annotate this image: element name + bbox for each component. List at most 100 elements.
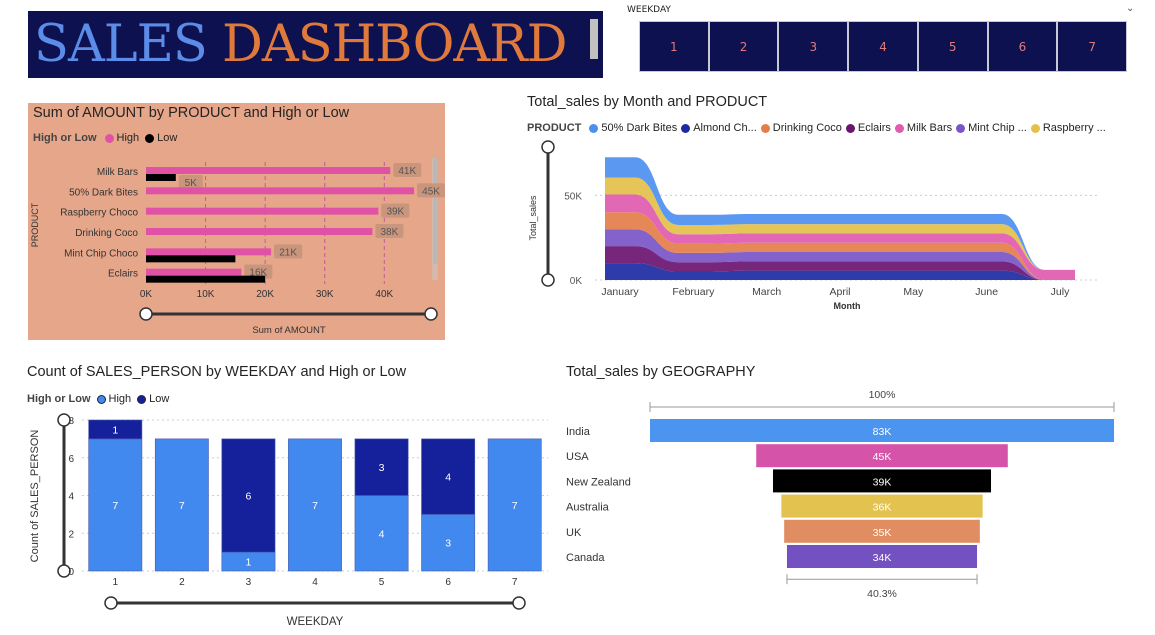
legend-item[interactable]: 50% Dark Bites: [589, 122, 677, 134]
dashboard-title: SALES DASHBOARD: [34, 15, 568, 75]
legend-label: Raspberry ...: [1042, 122, 1106, 134]
funnel-category-label: USA: [566, 451, 589, 463]
chevron-down-icon[interactable]: ⌄: [1126, 3, 1135, 14]
funnel-data-label: 83K: [873, 426, 892, 438]
zoom-slider-end-handle[interactable]: [424, 307, 438, 321]
funnel-category-label: India: [566, 426, 591, 438]
y-axis-label: Total_sales: [528, 195, 538, 241]
funnel-bar[interactable]: [650, 419, 1114, 442]
y-zoom-slider-bottom-handle[interactable]: [541, 273, 555, 287]
legend-swatch: [589, 123, 599, 133]
data-label-bg: [274, 244, 303, 259]
x-zoom-slider-start-handle[interactable]: [104, 596, 118, 610]
legend-item-low[interactable]: Low: [137, 393, 169, 405]
legend-swatch: [104, 133, 114, 143]
title-part-dashboard: DASHBOARD: [222, 15, 567, 74]
column-segment[interactable]: [88, 438, 143, 572]
category-label: 50% Dark Bites: [69, 187, 138, 198]
bar-high[interactable]: [146, 268, 242, 276]
weekday-chart-title: Count of SALES_PERSON by WEEKDAY and Hig…: [27, 364, 407, 380]
y-tick-label: 0K: [570, 276, 583, 287]
x-tick-label: 6: [445, 577, 451, 588]
funnel-category-label: Canada: [566, 552, 605, 564]
weekday-option-2[interactable]: 2: [708, 21, 779, 72]
data-label: 39K: [386, 207, 404, 218]
legend-label: Mint Chip ...: [968, 122, 1027, 134]
data-label: 4: [445, 472, 451, 484]
column-segment[interactable]: [354, 495, 409, 572]
bar-high[interactable]: [146, 228, 373, 235]
y-tick-label: 0: [68, 567, 74, 578]
product-amount-panel: [28, 103, 445, 340]
weekday-option-6[interactable]: 6: [987, 21, 1058, 72]
legend-item-high[interactable]: High: [104, 132, 139, 144]
legend-label: Eclairs: [857, 122, 891, 134]
funnel-bar[interactable]: [784, 519, 980, 543]
bar-high[interactable]: [146, 248, 272, 256]
column-segment[interactable]: [154, 438, 209, 572]
legend-item[interactable]: Drinking Coco: [760, 122, 842, 134]
weekday-option-1[interactable]: 1: [639, 21, 709, 72]
column-segment[interactable]: [221, 438, 276, 553]
x-zoom-slider-end-handle[interactable]: [512, 596, 526, 610]
legend-label: Milk Bars: [906, 122, 953, 134]
column-segment[interactable]: [288, 438, 342, 572]
weekday-slicer-title: WEEKDAY: [627, 5, 671, 15]
column-segment[interactable]: [88, 419, 143, 440]
funnel-data-label: 39K: [873, 476, 892, 488]
legend-item[interactable]: Raspberry ...: [1030, 122, 1106, 134]
area-series[interactable]: [605, 263, 1075, 280]
x-tick-label: May: [903, 286, 924, 298]
funnel-category-label: UK: [566, 527, 582, 539]
area-series[interactable]: [605, 194, 1075, 280]
bar-high[interactable]: [146, 187, 415, 195]
data-label: 5K: [185, 178, 198, 189]
zoom-slider-start-handle[interactable]: [139, 307, 153, 321]
bar-low[interactable]: [146, 174, 176, 181]
x-tick-label: 10K: [197, 289, 215, 300]
y-tick-label: 50K: [564, 191, 582, 202]
column-segment[interactable]: [354, 438, 409, 496]
y-zoom-slider-top-handle[interactable]: [541, 140, 555, 154]
legend-item[interactable]: Eclairs: [845, 122, 891, 134]
y-tick-label: 2: [68, 529, 74, 540]
legend-item-low[interactable]: Low: [145, 132, 177, 144]
funnel-bar[interactable]: [781, 494, 983, 518]
area-series[interactable]: [605, 229, 1075, 280]
data-label: 3: [379, 462, 385, 474]
bar-low[interactable]: [146, 275, 266, 283]
legend-item[interactable]: Mint Chip ...: [956, 122, 1027, 134]
weekday-option-5[interactable]: 5: [917, 21, 988, 72]
bar-high[interactable]: [146, 207, 379, 215]
x-tick-label: June: [975, 286, 998, 298]
funnel-bar[interactable]: [772, 469, 992, 493]
area-series[interactable]: [605, 212, 1075, 280]
y-zoom-slider-bottom-handle[interactable]: [57, 564, 71, 578]
weekday-option-3[interactable]: 3: [778, 21, 849, 72]
dashboard-title-banner: SALES DASHBOARD: [28, 11, 603, 78]
data-label: 45K: [422, 186, 440, 197]
column-segment[interactable]: [487, 438, 542, 572]
legend-item[interactable]: Milk Bars: [894, 122, 953, 134]
column-segment[interactable]: [421, 438, 476, 515]
weekday-option-4[interactable]: 4: [848, 21, 918, 72]
data-label: 4: [379, 528, 385, 540]
funnel-bar[interactable]: [786, 545, 978, 568]
weekday-option-7[interactable]: 7: [1057, 21, 1128, 72]
data-label-bg: [178, 175, 203, 189]
bar-low[interactable]: [146, 255, 236, 263]
legend-item-high[interactable]: High: [96, 393, 131, 405]
column-segment[interactable]: [421, 514, 476, 572]
legend-label: Almond Ch...: [693, 122, 757, 134]
funnel-bar[interactable]: [756, 444, 1008, 468]
x-tick-label: 4: [312, 577, 318, 588]
x-tick-label: March: [752, 286, 781, 298]
legend-swatch: [760, 123, 770, 133]
x-tick-label: February: [672, 286, 715, 298]
legend-swatch: [845, 123, 855, 133]
area-series[interactable]: [605, 246, 1075, 280]
y-zoom-slider-top-handle[interactable]: [57, 413, 71, 427]
bar-high[interactable]: [146, 167, 391, 174]
scrollbar-thumb[interactable]: [433, 158, 438, 264]
legend-item[interactable]: Almond Ch...: [681, 122, 757, 134]
